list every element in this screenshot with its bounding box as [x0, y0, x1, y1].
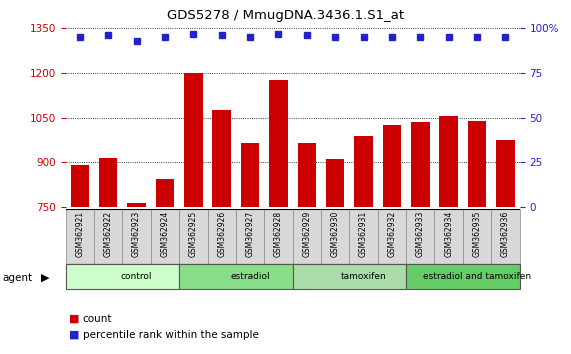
- Bar: [66, 209, 94, 264]
- Text: GSM362928: GSM362928: [274, 211, 283, 257]
- Bar: [468, 121, 486, 354]
- Text: ■: ■: [69, 330, 79, 339]
- Bar: [496, 140, 514, 354]
- Text: estradiol: estradiol: [230, 272, 270, 281]
- Text: GSM362924: GSM362924: [160, 211, 170, 257]
- Text: GSM362923: GSM362923: [132, 211, 141, 257]
- Bar: [270, 80, 288, 354]
- Bar: [406, 264, 520, 289]
- Text: agent: agent: [3, 273, 33, 283]
- Bar: [383, 125, 401, 354]
- Bar: [321, 209, 349, 264]
- Text: GSM362921: GSM362921: [75, 211, 85, 257]
- Text: estradiol and tamoxifen: estradiol and tamoxifen: [423, 272, 531, 281]
- Bar: [207, 209, 236, 264]
- Text: GSM362931: GSM362931: [359, 211, 368, 257]
- Bar: [378, 209, 406, 264]
- Text: GSM362935: GSM362935: [473, 211, 481, 257]
- Bar: [435, 209, 463, 264]
- Text: GSM362929: GSM362929: [302, 211, 311, 257]
- Bar: [293, 264, 406, 289]
- Bar: [241, 143, 259, 354]
- Bar: [127, 202, 146, 354]
- Bar: [355, 136, 373, 354]
- Bar: [264, 209, 292, 264]
- Bar: [179, 209, 207, 264]
- Text: GSM362930: GSM362930: [331, 211, 340, 257]
- Text: ▶: ▶: [41, 273, 50, 283]
- Bar: [71, 165, 89, 354]
- Text: GDS5278 / MmugDNA.3436.1.S1_at: GDS5278 / MmugDNA.3436.1.S1_at: [167, 9, 404, 22]
- Bar: [349, 209, 378, 264]
- Text: GSM362932: GSM362932: [388, 211, 396, 257]
- Bar: [99, 158, 118, 354]
- Bar: [463, 209, 491, 264]
- Bar: [326, 159, 344, 354]
- Bar: [179, 264, 292, 289]
- Text: GSM362925: GSM362925: [189, 211, 198, 257]
- Bar: [94, 209, 122, 264]
- Bar: [293, 209, 321, 264]
- Text: GSM362927: GSM362927: [246, 211, 255, 257]
- Text: GSM362926: GSM362926: [217, 211, 226, 257]
- Text: GSM362934: GSM362934: [444, 211, 453, 257]
- Bar: [184, 73, 203, 354]
- Bar: [151, 209, 179, 264]
- Text: percentile rank within the sample: percentile rank within the sample: [83, 330, 259, 339]
- Bar: [66, 264, 179, 289]
- Bar: [122, 209, 151, 264]
- Bar: [297, 143, 316, 354]
- Bar: [406, 209, 435, 264]
- Text: GSM362936: GSM362936: [501, 211, 510, 257]
- Bar: [212, 110, 231, 354]
- Bar: [491, 209, 520, 264]
- Bar: [411, 122, 429, 354]
- Bar: [236, 209, 264, 264]
- Text: ■: ■: [69, 314, 79, 324]
- Bar: [156, 179, 174, 354]
- Text: control: control: [121, 272, 152, 281]
- Text: tamoxifen: tamoxifen: [341, 272, 387, 281]
- Text: count: count: [83, 314, 112, 324]
- Text: GSM362922: GSM362922: [104, 211, 112, 257]
- Text: GSM362933: GSM362933: [416, 211, 425, 257]
- Bar: [440, 116, 458, 354]
